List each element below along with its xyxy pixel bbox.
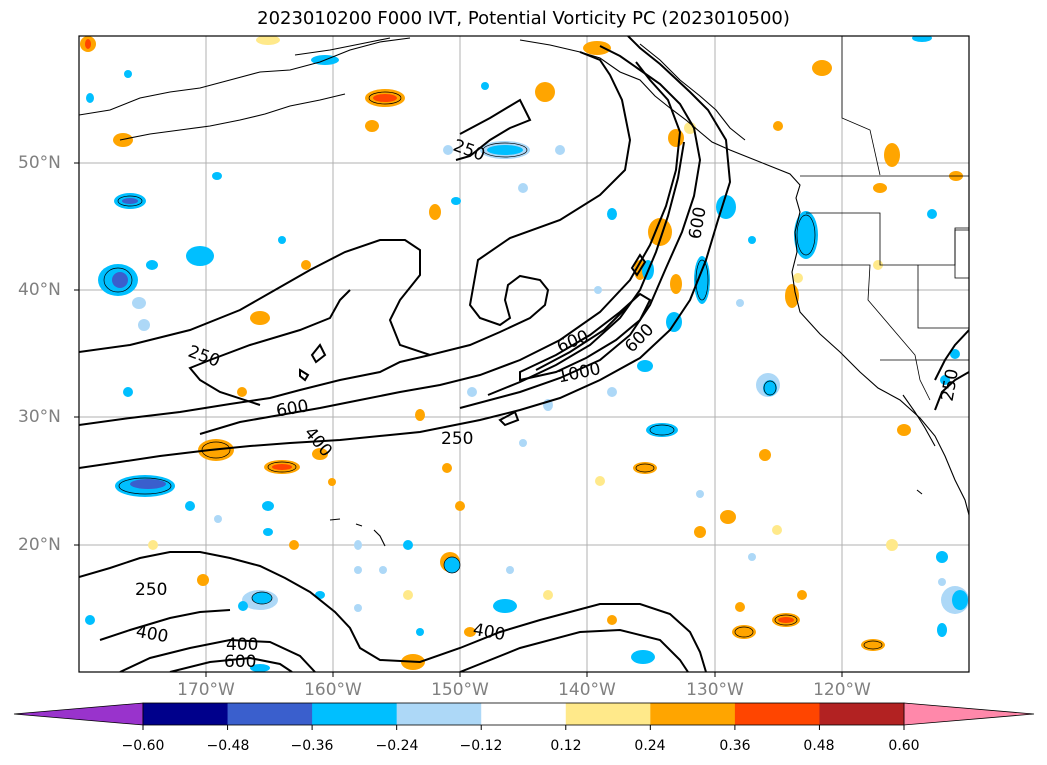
colorbar-frame [142, 702, 905, 726]
lat-label-50: 50°N [18, 153, 61, 173]
contour-label: 400 [226, 635, 258, 655]
colorbar-label: −0.24 [375, 738, 419, 754]
colorbar-segment [565, 703, 651, 725]
contour-label: 1000 [556, 359, 602, 388]
colorbar-segment [650, 703, 736, 725]
colorbar-label: 0.60 [888, 738, 920, 754]
contour-label: 600 [621, 320, 658, 357]
colorbar-label: −0.12 [459, 738, 503, 754]
ivt-contours [79, 36, 969, 672]
map-area: 250 600 250 600 400 250 600 1000 600 250… [79, 36, 969, 672]
contour-label: 250 [135, 580, 167, 600]
lon-label-170w: 170°W [177, 680, 235, 700]
colorbar-segment [819, 703, 905, 725]
contour-label: 400 [134, 622, 169, 647]
colorbar-label: −0.36 [290, 738, 334, 754]
map-title: 2023010200 F000 IVT, Potential Vorticity… [257, 8, 790, 29]
lat-label-30: 30°N [18, 407, 61, 427]
contour-label: 600 [275, 396, 310, 421]
lon-label-120w: 120°W [813, 680, 871, 700]
lat-label-40: 40°N [18, 280, 61, 300]
colorbar-label: 0.12 [550, 738, 582, 754]
map-frame [78, 35, 970, 673]
colorbar-segment [396, 703, 482, 725]
colorbar-segment [312, 703, 398, 725]
colorbar-segment [143, 703, 229, 725]
lon-label-160w: 160°W [304, 680, 362, 700]
colorbar-label: 0.24 [634, 738, 666, 754]
axis-ticks [74, 162, 843, 677]
lon-label-150w: 150°W [431, 680, 489, 700]
contour-label: 400 [300, 423, 336, 461]
contour-label: 250 [450, 136, 487, 166]
colorbar-label: 0.48 [803, 738, 835, 754]
colorbar-label: −0.60 [121, 738, 165, 754]
colorbar [13, 702, 1035, 730]
coastlines [79, 37, 969, 547]
colorbar-segment [227, 703, 313, 725]
contour-label: 250 [938, 367, 963, 402]
colorbar-label: 0.36 [719, 738, 751, 754]
contour-label: 600 [554, 326, 592, 357]
pv-thin-contours [103, 91, 883, 650]
contour-label: 250 [441, 429, 473, 449]
colorbar-label: −0.48 [206, 738, 250, 754]
state-borders [797, 36, 969, 401]
contour-label: 600 [224, 652, 256, 672]
lon-label-130w: 130°W [686, 680, 744, 700]
contour-label: 600 [685, 205, 710, 240]
lat-label-20: 20°N [18, 535, 61, 555]
colorbar-segment [481, 703, 567, 725]
lon-label-140w: 140°W [558, 680, 616, 700]
colorbar-segment [734, 703, 820, 725]
